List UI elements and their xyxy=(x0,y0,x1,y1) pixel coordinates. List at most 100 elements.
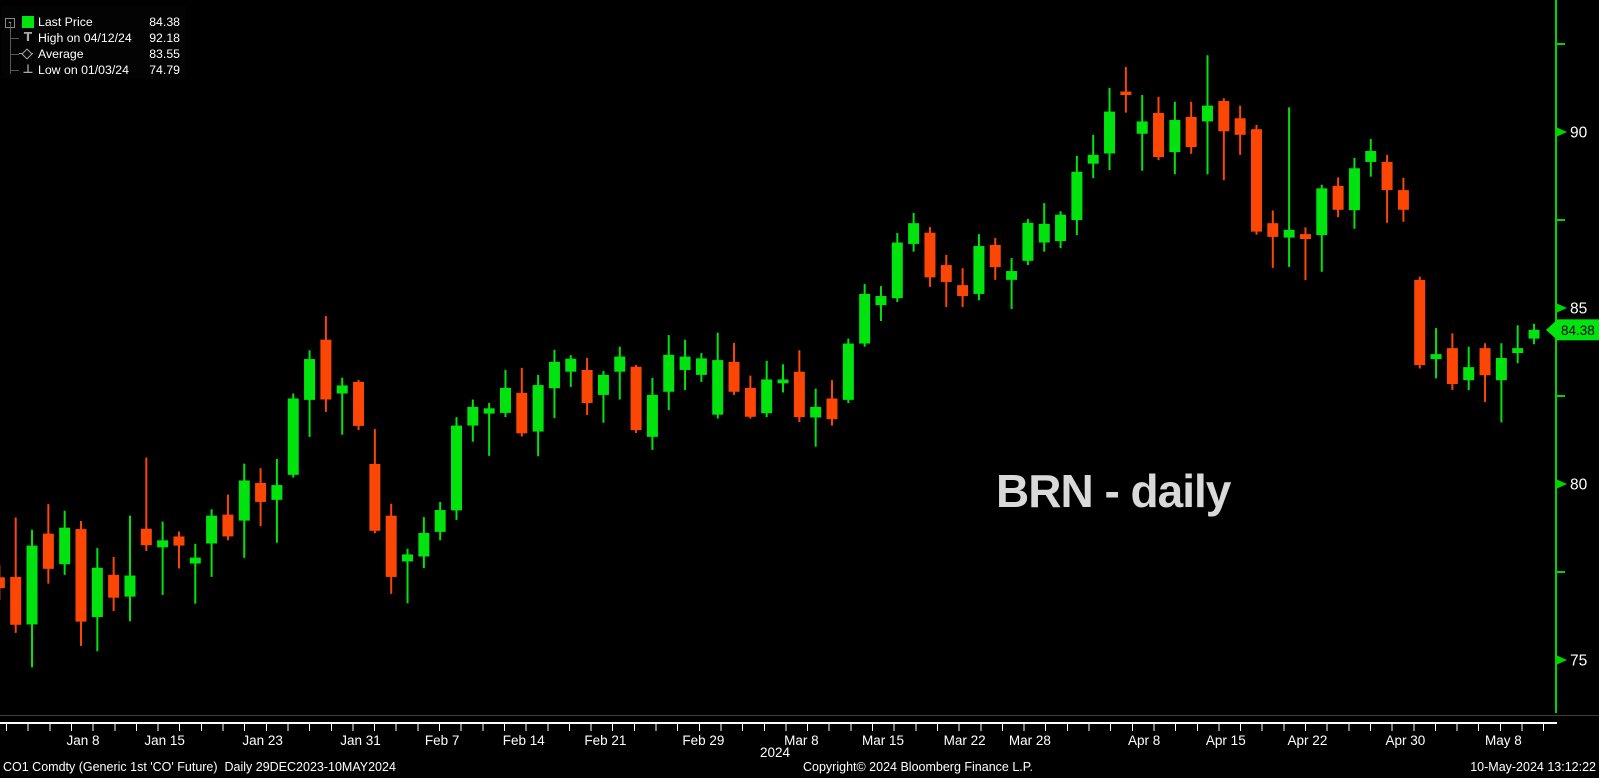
y-axis-tick-arrow xyxy=(1557,479,1567,489)
legend-tree-line xyxy=(10,23,11,74)
candle-body xyxy=(1348,168,1360,211)
x-axis-label: Mar 8 xyxy=(784,733,819,748)
candle-body xyxy=(255,482,267,502)
x-axis-label: Jan 15 xyxy=(144,733,185,748)
x-axis-label: Apr 22 xyxy=(1288,733,1328,748)
candle-body xyxy=(1006,271,1018,280)
candle-body xyxy=(908,223,920,244)
candle-body xyxy=(75,529,87,622)
candle-body xyxy=(369,463,381,531)
y-axis-label: 80 xyxy=(1570,477,1588,494)
x-axis-label: Mar 22 xyxy=(944,733,986,748)
candle-body xyxy=(157,540,169,548)
candle-body xyxy=(304,359,316,400)
candle-body xyxy=(26,545,38,625)
candle-body xyxy=(565,358,577,372)
candle-body xyxy=(989,244,1001,268)
candle-body xyxy=(516,392,528,434)
legend-item-value: 74.79 xyxy=(149,63,180,77)
candle-body xyxy=(891,242,903,299)
candle-body xyxy=(222,514,234,537)
candle-body xyxy=(467,406,479,426)
x-axis-label: Apr 8 xyxy=(1128,733,1160,748)
candle-body xyxy=(1136,121,1148,134)
candle-body xyxy=(1512,348,1524,354)
candle-body xyxy=(597,374,609,395)
candle-body xyxy=(1332,185,1344,210)
candle-body xyxy=(1446,348,1458,385)
legend-item-label: Average xyxy=(38,47,84,61)
x-axis-label: Feb 29 xyxy=(682,733,724,748)
candle-body xyxy=(1071,171,1083,220)
candle-body xyxy=(336,385,348,394)
legend-item-average[interactable]: Average 83.55 xyxy=(2,46,184,62)
x-axis-label: May 8 xyxy=(1485,733,1522,748)
candle-body xyxy=(1365,151,1377,162)
y-axis-label: 85 xyxy=(1570,301,1587,318)
candle-body xyxy=(744,387,756,417)
candle-body xyxy=(1316,188,1328,236)
timestamp: 10-May-2024 13:12:22 xyxy=(1470,760,1596,774)
last-price-swatch-icon xyxy=(22,16,34,28)
candle-body xyxy=(712,360,724,415)
high-marker-icon: T xyxy=(23,30,33,44)
x-axis-label: Apr 30 xyxy=(1386,733,1426,748)
legend-item-low-on-01-03-24[interactable]: ⊥ Low on 01/03/24 74.79 xyxy=(2,62,184,78)
candle-body xyxy=(1495,357,1507,381)
candle-body xyxy=(1169,120,1181,153)
x-axis-label: Jan 23 xyxy=(242,733,283,748)
candle-body xyxy=(614,356,626,372)
candle-body xyxy=(1022,222,1034,261)
candle-body xyxy=(42,533,54,569)
candle-body xyxy=(91,567,103,618)
candle-body xyxy=(1283,229,1295,238)
candle-body xyxy=(842,343,854,400)
legend-item-high-on-04-12-24[interactable]: T High on 04/12/24 92.18 xyxy=(2,30,184,46)
candle-body xyxy=(761,379,773,414)
candle-body xyxy=(924,232,936,278)
candle-body xyxy=(173,536,185,546)
last-price-tag-value: 84.38 xyxy=(1561,323,1595,338)
candle-body xyxy=(1250,129,1262,232)
legend-item-label: Last Price xyxy=(38,15,93,29)
candle-body xyxy=(450,425,462,511)
candle-body xyxy=(385,515,397,577)
candle-body xyxy=(1185,116,1197,148)
candle-body xyxy=(1104,111,1116,154)
last-price-tag xyxy=(1556,319,1599,341)
candle-body xyxy=(728,361,740,392)
legend-item-label: High on 04/12/24 xyxy=(38,31,132,45)
candle-body xyxy=(548,361,560,389)
candle-body xyxy=(124,575,136,597)
candle-body xyxy=(1267,223,1279,237)
candle-body xyxy=(875,296,887,306)
candle-body xyxy=(1201,105,1213,122)
candle-body xyxy=(859,293,871,344)
candle-body xyxy=(499,387,511,413)
y-axis-tick-arrow xyxy=(1557,655,1567,665)
legend-item-value: 92.18 xyxy=(149,31,180,45)
x-axis-label: Jan 31 xyxy=(340,733,381,748)
candle-body xyxy=(271,485,283,500)
x-axis-label: Jan 8 xyxy=(66,733,99,748)
x-axis-label: Mar 28 xyxy=(1009,733,1051,748)
candle-body xyxy=(483,408,495,414)
candle-body xyxy=(418,532,430,557)
candle-body xyxy=(189,557,201,564)
y-axis-tick-arrow xyxy=(1557,303,1567,313)
candle-body xyxy=(695,358,707,375)
candle-body xyxy=(59,527,71,565)
legend-item-label: Low on 01/03/24 xyxy=(38,63,129,77)
candle-body xyxy=(1430,354,1442,360)
legend-item-last-price[interactable]: Last Price 84.38 xyxy=(2,14,184,30)
candle-body xyxy=(1528,329,1540,339)
x-axis-label: Mar 15 xyxy=(862,733,904,748)
candle-body xyxy=(10,576,22,625)
legend-item-value: 84.38 xyxy=(149,15,180,29)
legend-item-value: 83.55 xyxy=(149,47,180,61)
low-marker-icon: ⊥ xyxy=(22,62,34,76)
candle-body xyxy=(353,381,365,426)
candle-body xyxy=(1055,214,1067,242)
